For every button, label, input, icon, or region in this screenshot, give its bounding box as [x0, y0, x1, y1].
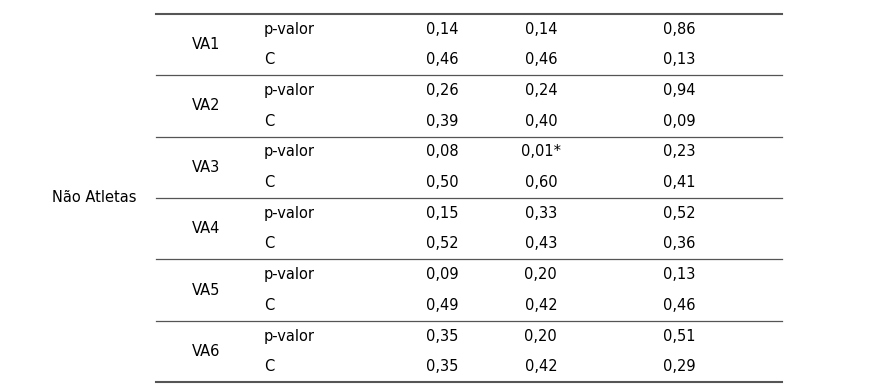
Text: 0,94: 0,94	[663, 83, 696, 98]
Text: 0,60: 0,60	[525, 175, 557, 190]
Text: 0,01*: 0,01*	[521, 144, 561, 160]
Text: 0,09: 0,09	[663, 113, 696, 129]
Text: 0,46: 0,46	[663, 298, 696, 313]
Text: 0,13: 0,13	[663, 52, 696, 67]
Text: VA4: VA4	[192, 221, 221, 236]
Text: 0,42: 0,42	[525, 359, 557, 374]
Text: 0,24: 0,24	[525, 83, 557, 98]
Text: 0,51: 0,51	[663, 329, 696, 344]
Text: 0,43: 0,43	[525, 236, 557, 252]
Text: p-valor: p-valor	[264, 144, 315, 160]
Text: 0,08: 0,08	[426, 144, 459, 160]
Text: 0,36: 0,36	[663, 236, 696, 252]
Text: C: C	[264, 359, 274, 374]
Text: 0,14: 0,14	[426, 21, 459, 37]
Text: 0,52: 0,52	[426, 236, 459, 252]
Text: 0,35: 0,35	[426, 359, 459, 374]
Text: 0,29: 0,29	[663, 359, 696, 374]
Text: C: C	[264, 52, 274, 67]
Text: 0,09: 0,09	[426, 267, 459, 282]
Text: 0,35: 0,35	[426, 329, 459, 344]
Text: 0,15: 0,15	[426, 206, 459, 221]
Text: VA6: VA6	[192, 344, 221, 359]
Text: VA2: VA2	[192, 98, 221, 113]
Text: VA1: VA1	[192, 37, 221, 52]
Text: 0,42: 0,42	[525, 298, 557, 313]
Text: p-valor: p-valor	[264, 206, 315, 221]
Text: VA5: VA5	[192, 283, 221, 298]
Text: 0,46: 0,46	[525, 52, 557, 67]
Text: p-valor: p-valor	[264, 329, 315, 344]
Text: 0,40: 0,40	[525, 113, 557, 129]
Text: 0,52: 0,52	[663, 206, 696, 221]
Text: 0,14: 0,14	[525, 21, 557, 37]
Text: p-valor: p-valor	[264, 267, 315, 282]
Text: VA3: VA3	[192, 160, 221, 175]
Text: 0,86: 0,86	[663, 21, 696, 37]
Text: 0,20: 0,20	[525, 267, 557, 282]
Text: p-valor: p-valor	[264, 21, 315, 37]
Text: 0,41: 0,41	[663, 175, 696, 190]
Text: 0,20: 0,20	[525, 329, 557, 344]
Text: C: C	[264, 113, 274, 129]
Text: p-valor: p-valor	[264, 83, 315, 98]
Text: 0,23: 0,23	[663, 144, 696, 160]
Text: 0,50: 0,50	[426, 175, 459, 190]
Text: 0,49: 0,49	[426, 298, 459, 313]
Text: Não Atletas: Não Atletas	[52, 190, 136, 206]
Text: 0,26: 0,26	[426, 83, 459, 98]
Text: 0,33: 0,33	[525, 206, 557, 221]
Text: C: C	[264, 175, 274, 190]
Text: 0,13: 0,13	[663, 267, 696, 282]
Text: 0,39: 0,39	[426, 113, 459, 129]
Text: C: C	[264, 236, 274, 252]
Text: C: C	[264, 298, 274, 313]
Text: 0,46: 0,46	[426, 52, 459, 67]
